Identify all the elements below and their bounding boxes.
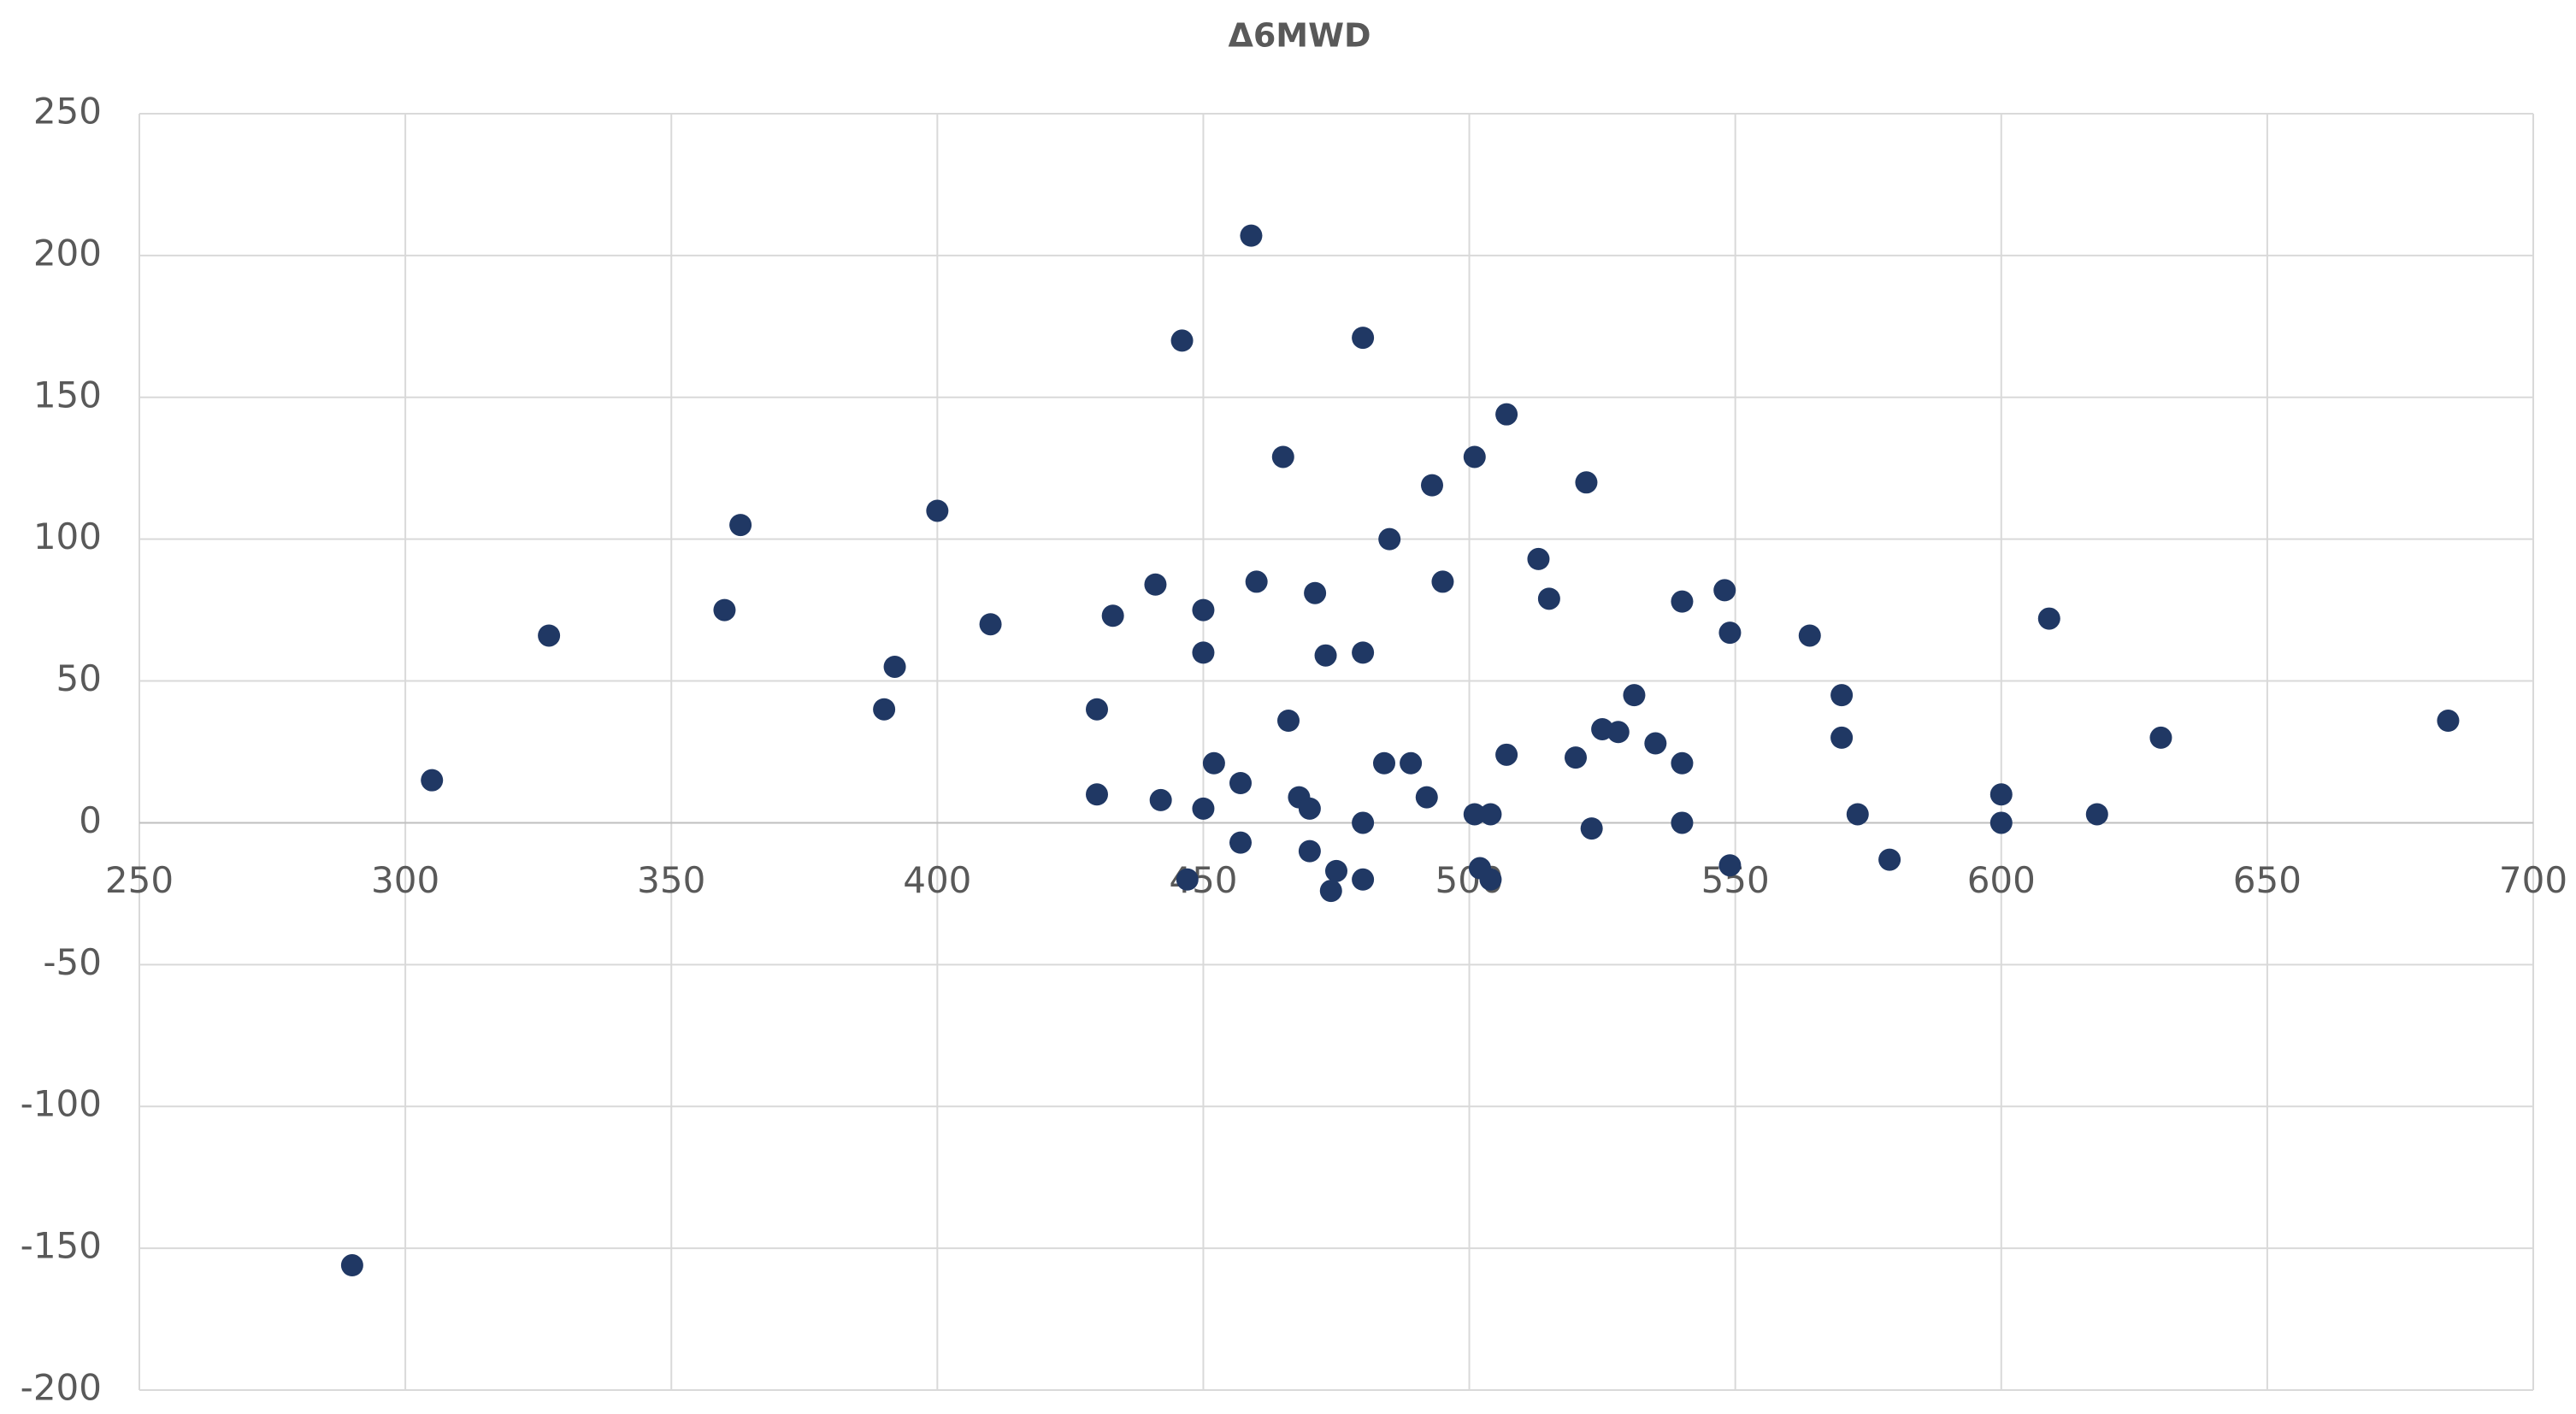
point: [1606, 721, 1630, 744]
point: [1989, 811, 2013, 834]
point: [1086, 783, 1108, 806]
point: [1229, 831, 1252, 854]
point: [1718, 854, 1742, 877]
point: [1277, 710, 1300, 733]
y-tick-label: 250: [33, 91, 102, 133]
point: [1830, 726, 1854, 749]
point: [1463, 445, 1486, 468]
y-tick-label: 50: [56, 657, 102, 699]
point: [1314, 644, 1337, 667]
point: [1479, 868, 1502, 891]
point: [1644, 732, 1667, 755]
point: [1101, 604, 1124, 627]
x-tick-label: 650: [2233, 859, 2302, 901]
y-tick-label: -200: [21, 1367, 102, 1409]
point: [1176, 868, 1199, 891]
y-tick-label: 0: [79, 799, 102, 841]
point: [2149, 726, 2172, 749]
point: [1830, 684, 1854, 707]
y-tick-label: 150: [33, 374, 102, 415]
point: [713, 598, 736, 622]
point: [1352, 641, 1375, 664]
point: [1495, 743, 1518, 766]
x-tick-label: 600: [1967, 859, 2036, 901]
point: [1202, 751, 1225, 775]
point: [1245, 570, 1268, 593]
point: [1352, 327, 1375, 350]
point: [538, 624, 561, 647]
y-tick-label: -100: [21, 1083, 102, 1125]
x-tick-label: 700: [2499, 859, 2567, 901]
x-tick-label: 400: [903, 859, 971, 901]
point: [2085, 803, 2108, 826]
point: [1298, 840, 1321, 863]
point: [1846, 803, 1869, 826]
point: [1192, 641, 1215, 664]
point: [873, 698, 896, 721]
point: [1415, 786, 1438, 809]
point: [1479, 803, 1502, 826]
y-tick-label: 100: [33, 516, 102, 557]
point: [1229, 771, 1252, 794]
point: [1580, 817, 1603, 840]
point: [340, 1254, 363, 1277]
y-tick-label: 200: [33, 232, 102, 274]
point: [1623, 684, 1646, 707]
point: [1298, 797, 1321, 820]
x-tick-label: 250: [105, 859, 174, 901]
point: [1431, 570, 1454, 593]
point: [883, 655, 906, 678]
x-tick-label: 350: [637, 859, 705, 901]
point: [926, 499, 949, 522]
point: [1149, 788, 1172, 811]
point: [1537, 587, 1560, 610]
point: [1878, 848, 1901, 871]
point: [729, 514, 752, 537]
point: [1671, 811, 1694, 834]
point: [1271, 445, 1294, 468]
point: [1400, 751, 1423, 775]
y-tick-label: -50: [43, 941, 102, 983]
point: [1463, 803, 1486, 826]
point: [1086, 698, 1108, 721]
point: [1378, 527, 1401, 551]
point: [1527, 547, 1550, 570]
point: [1713, 579, 1736, 602]
point: [1192, 797, 1215, 820]
point: [1798, 624, 1821, 647]
point: [979, 613, 1002, 636]
point: [1240, 224, 1263, 247]
point: [2437, 710, 2460, 733]
point: [2037, 607, 2060, 630]
point: [1989, 783, 2013, 806]
point: [1352, 868, 1375, 891]
point: [421, 769, 444, 792]
point: [1352, 811, 1375, 834]
point: [1170, 329, 1194, 352]
point: [1495, 403, 1518, 426]
point: [1575, 471, 1598, 494]
point: [1718, 622, 1742, 645]
point: [1304, 581, 1327, 604]
point: [1671, 751, 1694, 775]
point: [1319, 880, 1342, 903]
point: [1325, 859, 1347, 882]
y-tick-label: -150: [21, 1225, 102, 1267]
point: [1192, 598, 1215, 622]
chart-title: Δ6MWD: [1228, 17, 1371, 55]
point: [1373, 751, 1395, 775]
point: [1144, 573, 1167, 596]
point: [1671, 590, 1694, 613]
point: [1421, 474, 1443, 497]
point: [1565, 746, 1587, 769]
x-tick-label: 300: [371, 859, 439, 901]
